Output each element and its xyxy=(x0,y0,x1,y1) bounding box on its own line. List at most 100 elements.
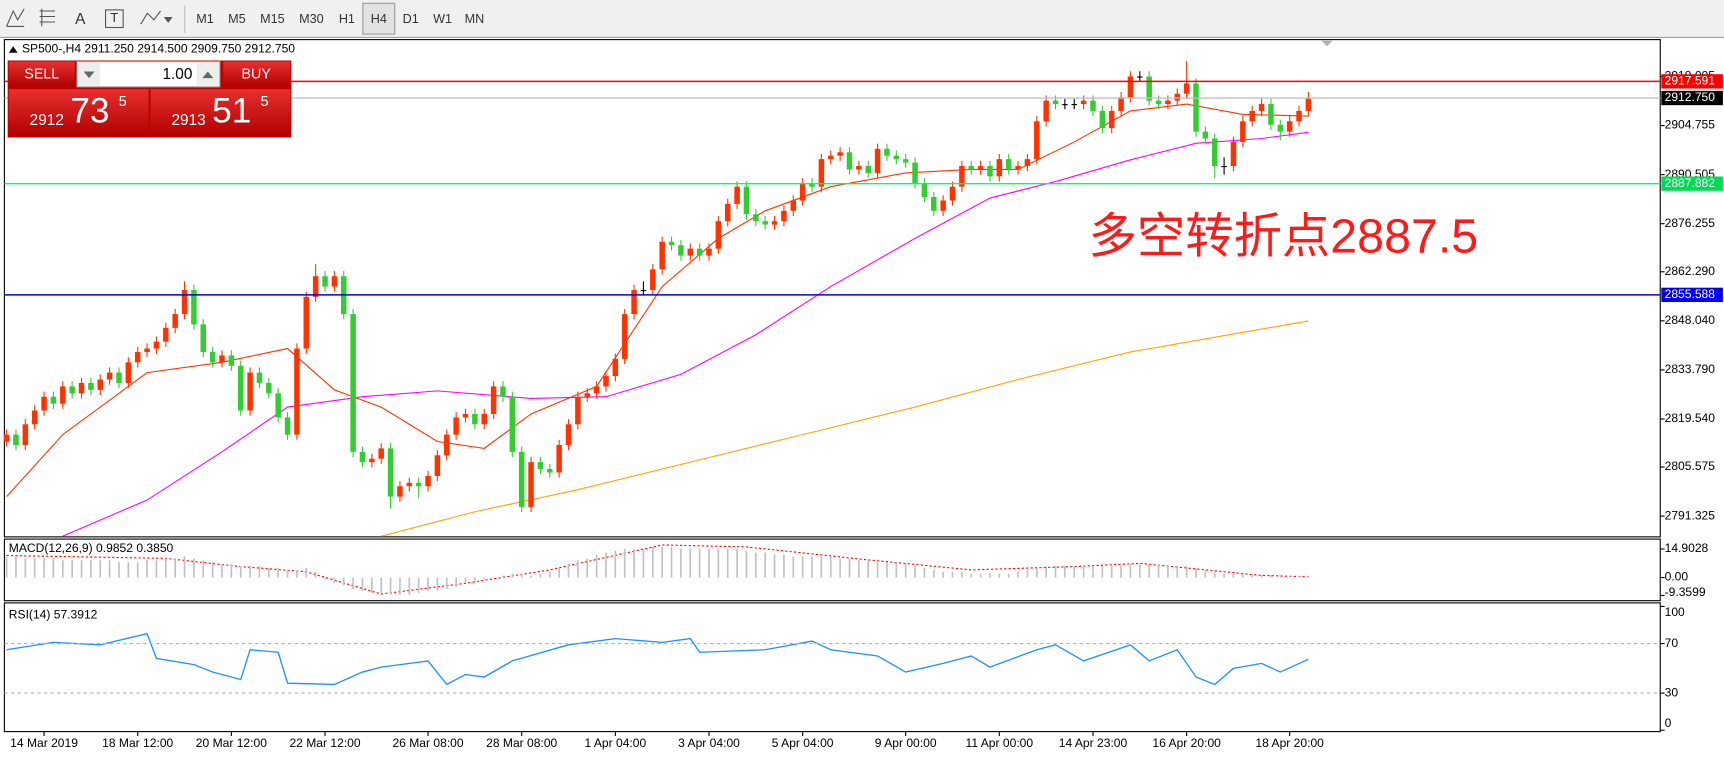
candle-body xyxy=(1062,104,1068,106)
buy-label[interactable]: BUY xyxy=(241,67,271,83)
candle-body xyxy=(312,276,319,297)
y-tick-label: 2904.755 xyxy=(1665,118,1716,132)
shift-marker[interactable] xyxy=(1321,40,1333,47)
panel-title: MACD(12,26,9) 0.9852 0.3850 xyxy=(9,541,174,555)
indicator-line xyxy=(6,632,1309,686)
candle-body xyxy=(753,214,759,222)
lot-up-arrow[interactable] xyxy=(202,71,214,79)
candle-body xyxy=(584,393,591,397)
candle-body xyxy=(687,248,694,256)
x-tick-label: 20 Mar 12:00 xyxy=(196,736,267,750)
candle-body xyxy=(50,396,57,404)
candle-body xyxy=(97,379,104,390)
buy-button[interactable] xyxy=(223,61,291,87)
timeframe-label[interactable]: W1 xyxy=(433,12,452,26)
candle-body xyxy=(256,372,263,383)
candle-body xyxy=(228,355,235,366)
lot-down-arrow[interactable] xyxy=(83,71,95,79)
candle-body xyxy=(1108,110,1115,129)
candle-body xyxy=(1202,131,1209,139)
candle-body xyxy=(771,221,778,225)
candle-body xyxy=(434,455,441,476)
candle-body xyxy=(762,221,768,225)
timeframe-button[interactable] xyxy=(362,2,396,35)
timeframe-label[interactable]: M30 xyxy=(299,12,324,26)
candle-body xyxy=(1137,76,1143,78)
y-tick-label: 2876.255 xyxy=(1665,216,1716,230)
level-label-bg xyxy=(1661,74,1723,89)
candle-body xyxy=(846,152,853,170)
toolbar-icons xyxy=(6,5,186,34)
timeframe-label[interactable]: MN xyxy=(465,12,485,26)
candle-body xyxy=(1071,104,1078,106)
candle-body xyxy=(1127,76,1134,98)
candle-body xyxy=(1005,159,1012,170)
x-tick-label: 28 Mar 08:00 xyxy=(486,736,557,750)
candle-body xyxy=(125,362,132,383)
rsi-panel xyxy=(3,602,1661,733)
candle-body xyxy=(1183,83,1190,94)
lot-value[interactable]: 1.00 xyxy=(162,66,192,83)
candle-body xyxy=(1043,100,1049,122)
bid-frac: 5 xyxy=(119,94,127,110)
candle-body xyxy=(799,183,806,201)
y-tick-label: 2833.790 xyxy=(1665,362,1716,376)
timeframe-label[interactable]: H1 xyxy=(339,12,355,26)
timeframe-label[interactable]: M1 xyxy=(196,12,214,26)
candle-body xyxy=(500,386,506,397)
timeframe-label[interactable]: H4 xyxy=(371,12,387,26)
y-tick-label: 70 xyxy=(1665,636,1679,650)
candle-body xyxy=(528,462,534,507)
sell-label[interactable]: SELL xyxy=(24,67,59,83)
candle-body xyxy=(593,386,600,394)
text-label-tool[interactable]: T xyxy=(110,10,118,25)
candle-body xyxy=(1024,159,1031,167)
level-label: 2887.882 xyxy=(1665,176,1716,190)
candle-body xyxy=(200,324,207,352)
candle-body xyxy=(509,396,516,452)
ask-frac: 5 xyxy=(261,94,269,110)
text-label-icon[interactable] xyxy=(105,9,124,29)
bid-box[interactable] xyxy=(8,89,149,137)
toolbar xyxy=(0,0,1724,38)
ask-box[interactable] xyxy=(150,89,291,137)
x-tick-label: 26 Mar 08:00 xyxy=(392,736,463,750)
candle-body xyxy=(1193,83,1199,132)
lot-field[interactable] xyxy=(76,61,221,88)
level-label-bg xyxy=(1661,287,1723,303)
x-tick-label: 14 Apr 23:00 xyxy=(1059,736,1128,750)
candle-body xyxy=(163,327,169,342)
candle-body xyxy=(902,159,909,163)
candle-body xyxy=(893,155,900,160)
candle-body xyxy=(631,289,637,315)
collapse-arrow[interactable] xyxy=(8,46,18,53)
y-tick-label: 2862.290 xyxy=(1665,264,1716,278)
candle-body xyxy=(219,355,225,363)
candle-body xyxy=(3,434,10,442)
dropdown-icon[interactable] xyxy=(163,17,173,23)
candle-body xyxy=(481,413,487,425)
candle-body xyxy=(781,210,787,222)
candle-body xyxy=(640,289,647,292)
candle-body xyxy=(144,348,150,352)
arrows-icon[interactable] xyxy=(140,10,161,25)
candle-body xyxy=(968,166,974,170)
sell-button[interactable] xyxy=(8,61,75,87)
line-studies-icon[interactable] xyxy=(6,8,25,27)
fibo-icon[interactable] xyxy=(39,8,55,27)
candle-body xyxy=(565,424,572,445)
candle-body xyxy=(959,166,965,187)
moving-average xyxy=(381,320,1309,537)
timeframe-label[interactable]: M15 xyxy=(260,12,285,26)
candle-body xyxy=(172,314,178,328)
text-tool[interactable]: A xyxy=(75,11,86,28)
timeframe-label[interactable]: D1 xyxy=(403,12,419,26)
x-tick-label: 3 Apr 04:00 xyxy=(678,736,740,750)
candle-body xyxy=(1052,100,1059,105)
candle-body xyxy=(284,417,291,435)
candle-body xyxy=(1305,98,1312,111)
timeframe-label[interactable]: M5 xyxy=(228,12,246,26)
moving-average xyxy=(6,103,1309,497)
